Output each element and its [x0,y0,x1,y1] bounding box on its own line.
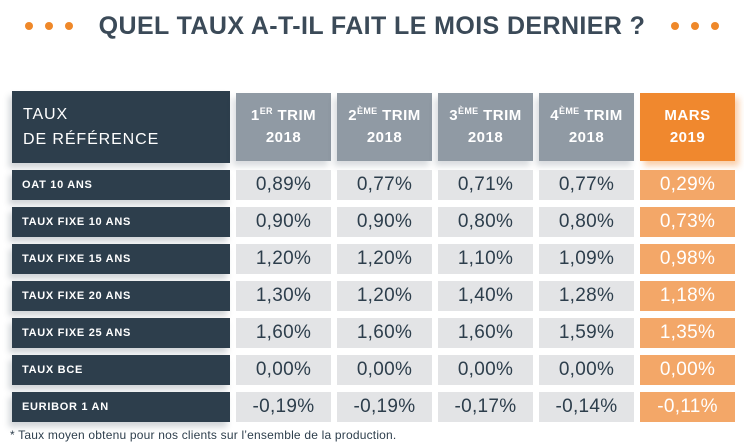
corner-label-line1: TAUX [23,106,69,123]
rate-cell-highlight: 1,35% [640,318,735,348]
column-header-period: MARS [664,107,711,124]
rate-cell: 1,20% [337,244,432,274]
rates-table: TAUX DE RÉFÉRENCE 1ER TRIM 2018 2ÈME TRI… [12,91,735,422]
rate-cell: -0,19% [337,392,432,422]
rate-cell: 0,00% [337,355,432,385]
rate-cell: 0,71% [438,170,533,200]
column-header-trim4-2018: 4ÈME TRIM 2018 [539,93,634,161]
column-header-year: 2019 [669,129,706,146]
row-label-taux-fixe-20-ans: TAUX FIXE 20 ANS [12,281,230,311]
column-header-period: 4ÈME TRIM [550,106,623,125]
rate-cell-highlight: 1,18% [640,281,735,311]
rate-cell: -0,14% [539,392,634,422]
orange-dot-icon [64,22,73,30]
column-header-trim3-2018: 3ÈME TRIM 2018 [438,93,533,161]
row-label-taux-fixe-15-ans: TAUX FIXE 15 ANS [12,244,230,274]
row-label-taux-bce: TAUX BCE [12,355,230,385]
rate-cell: 1,20% [236,244,331,274]
rate-cell: 0,80% [438,207,533,237]
orange-dot-icon [24,22,33,30]
rate-cell-highlight: 0,29% [640,170,735,200]
row-label-euribor-1-an: EURIBOR 1 AN [12,392,230,422]
page-header: QUEL TAUX A-T-IL FAIT LE MOIS DERNIER ? [0,11,744,41]
footnote: * Taux moyen obtenu pour nos clients sur… [10,428,397,442]
rate-cell: 0,80% [539,207,634,237]
column-header-year: 2018 [467,129,504,146]
column-header-year: 2018 [265,129,302,146]
rate-cell: 0,89% [236,170,331,200]
rate-cell-highlight: 0,98% [640,244,735,274]
rate-cell-highlight: 0,00% [640,355,735,385]
corner-label-line2: DE RÉFÉRENCE [23,131,160,148]
table-corner-header: TAUX DE RÉFÉRENCE [12,91,230,163]
row-label-taux-fixe-25-ans: TAUX FIXE 25 ANS [12,318,230,348]
rate-cell: -0,19% [236,392,331,422]
rate-cell: 1,60% [236,318,331,348]
rate-cell-highlight: -0,11% [640,392,735,422]
rate-cell: 1,59% [539,318,634,348]
rate-cell: 1,60% [337,318,432,348]
rate-cell: 0,77% [337,170,432,200]
column-header-period: 3ÈME TRIM [449,106,522,125]
column-header-trim1-2018: 1ER TRIM 2018 [236,93,331,161]
rate-cell-highlight: 0,73% [640,207,735,237]
rate-cell: 0,00% [236,355,331,385]
rate-cell: 1,10% [438,244,533,274]
title-dots-right [671,22,720,30]
rate-cell: 0,90% [337,207,432,237]
rate-cell: 0,00% [438,355,533,385]
rate-cell: 1,20% [337,281,432,311]
rate-cell: 1,09% [539,244,634,274]
rate-cell: 1,60% [438,318,533,348]
column-header-period: 2ÈME TRIM [348,106,421,125]
row-label-oat-10-ans: OAT 10 ANS [12,170,230,200]
rate-cell: 0,00% [539,355,634,385]
column-header-trim2-2018: 2ÈME TRIM 2018 [337,93,432,161]
column-header-year: 2018 [568,129,605,146]
orange-dot-icon [671,22,680,30]
title-dots-left [24,22,73,30]
orange-dot-icon [691,22,700,30]
orange-dot-icon [44,22,53,30]
row-label-taux-fixe-10-ans: TAUX FIXE 10 ANS [12,207,230,237]
rate-cell: 1,30% [236,281,331,311]
rate-cell: 0,90% [236,207,331,237]
orange-dot-icon [711,22,720,30]
page-title: QUEL TAUX A-T-IL FAIT LE MOIS DERNIER ? [98,11,646,40]
rate-cell: 0,77% [539,170,634,200]
column-header-period: 1ER TRIM [250,106,317,125]
rate-cell: -0,17% [438,392,533,422]
column-header-year: 2018 [366,129,403,146]
column-header-mars-2019: MARS 2019 [640,93,735,161]
rate-cell: 1,28% [539,281,634,311]
rate-cell: 1,40% [438,281,533,311]
